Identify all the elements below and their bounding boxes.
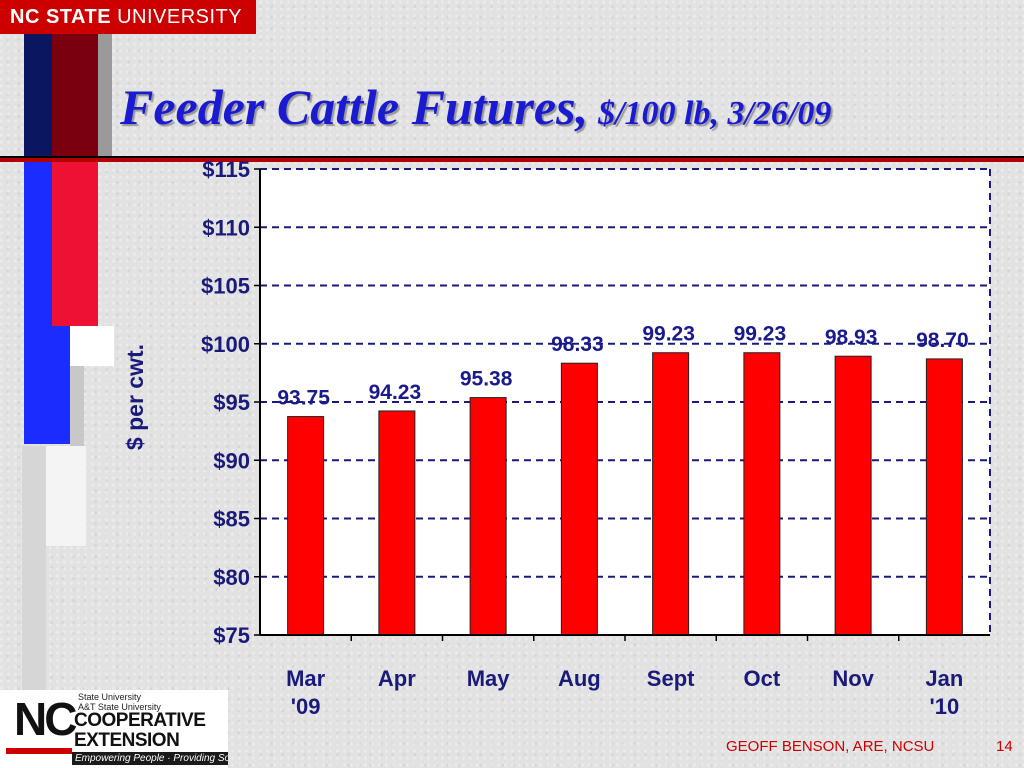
slide-title: Feeder Cattle Futures, $/100 lb, 3/26/09 bbox=[120, 78, 1000, 136]
value-label: 98.33 bbox=[551, 333, 604, 356]
bar bbox=[469, 397, 507, 636]
chart-value-labels: 93.75 94.23 95.38 98.33 99.23 99.23 98.93 98.70 bbox=[277, 323, 968, 410]
decorative-bar-gray-lower bbox=[22, 446, 46, 690]
y-axis-title: $ per cwt. bbox=[122, 344, 148, 450]
slide-title-sub: $/100 lb, 3/26/09 bbox=[598, 95, 832, 132]
y-tick-label: $80 bbox=[213, 565, 250, 590]
cooperative-extension-logo: NC State University A&T State University… bbox=[0, 690, 228, 768]
y-tick-label: $95 bbox=[213, 390, 250, 415]
x-tick-label: '09 bbox=[291, 694, 321, 719]
decorative-bar-dark-blue bbox=[24, 34, 52, 158]
value-label: 95.38 bbox=[460, 368, 513, 391]
decorative-bar-lightgray bbox=[70, 366, 84, 446]
slide-title-main: Feeder Cattle Futures, bbox=[120, 79, 589, 135]
x-tick-label: Jan bbox=[925, 666, 963, 691]
chart-x-tick-labels: Mar '09 Apr May Aug Sept Oct Nov Jan '10 bbox=[286, 666, 963, 719]
page-number: 14 bbox=[996, 738, 1013, 755]
ext-logo-extension: EXTENSION bbox=[74, 730, 180, 751]
chart-y-tick-labels: $75 $80 $85 $90 $95 $100 $105 $110 $115 bbox=[201, 157, 250, 648]
value-label: 93.75 bbox=[277, 387, 330, 410]
ncsu-logo-strong: NC STATE bbox=[10, 6, 112, 28]
ext-logo-nc: NC bbox=[14, 693, 77, 745]
ext-logo-tagline: Empowering People · Providing Solutions bbox=[72, 752, 228, 765]
ext-logo-line1: State University bbox=[78, 692, 142, 702]
bar bbox=[378, 410, 416, 636]
value-label: 98.93 bbox=[825, 326, 878, 349]
decorative-bar-red bbox=[52, 162, 98, 326]
bar bbox=[925, 358, 963, 636]
chart-bars bbox=[287, 352, 963, 636]
title-rule bbox=[0, 156, 1024, 162]
bar bbox=[834, 355, 872, 636]
x-tick-label: Apr bbox=[378, 666, 416, 691]
y-tick-label: $105 bbox=[201, 274, 250, 299]
ext-logo-cooperative: COOPERATIVE bbox=[74, 710, 206, 731]
y-tick-label: $75 bbox=[213, 623, 250, 648]
decorative-bar-gray bbox=[98, 34, 112, 158]
value-label: 99.23 bbox=[642, 323, 695, 346]
value-label: 98.70 bbox=[916, 329, 969, 352]
x-tick-label: Oct bbox=[744, 666, 781, 691]
y-tick-label: $110 bbox=[202, 215, 250, 240]
bar bbox=[560, 362, 598, 636]
bar bbox=[743, 352, 781, 636]
y-tick-label: $90 bbox=[213, 448, 250, 473]
x-tick-label: Nov bbox=[832, 666, 874, 691]
y-tick-label: $85 bbox=[213, 507, 250, 532]
bar bbox=[287, 416, 325, 636]
ncsu-logo: NC STATE UNIVERSITY bbox=[0, 0, 256, 34]
footer-credit: GEOFF BENSON, ARE, NCSU bbox=[726, 738, 935, 755]
decorative-bar-dark-red bbox=[52, 34, 98, 158]
bar bbox=[652, 352, 690, 636]
decorative-bar-white bbox=[70, 326, 114, 366]
chart-axes bbox=[254, 168, 991, 641]
decorative-bar-white-lower bbox=[46, 446, 86, 546]
y-tick-label: $115 bbox=[202, 157, 250, 182]
y-tick-label: $100 bbox=[201, 332, 250, 357]
ext-logo-red-bar bbox=[6, 748, 72, 754]
value-label: 94.23 bbox=[369, 381, 422, 404]
x-tick-label: May bbox=[467, 666, 511, 691]
x-tick-label: '10 bbox=[930, 694, 960, 719]
value-label: 99.23 bbox=[734, 323, 787, 346]
ncsu-logo-rest: UNIVERSITY bbox=[117, 6, 243, 28]
x-tick-label: Mar bbox=[286, 666, 326, 691]
x-tick-label: Sept bbox=[647, 666, 695, 691]
ext-logo-line2: A&T State University bbox=[78, 702, 161, 712]
x-tick-label: Aug bbox=[558, 666, 601, 691]
